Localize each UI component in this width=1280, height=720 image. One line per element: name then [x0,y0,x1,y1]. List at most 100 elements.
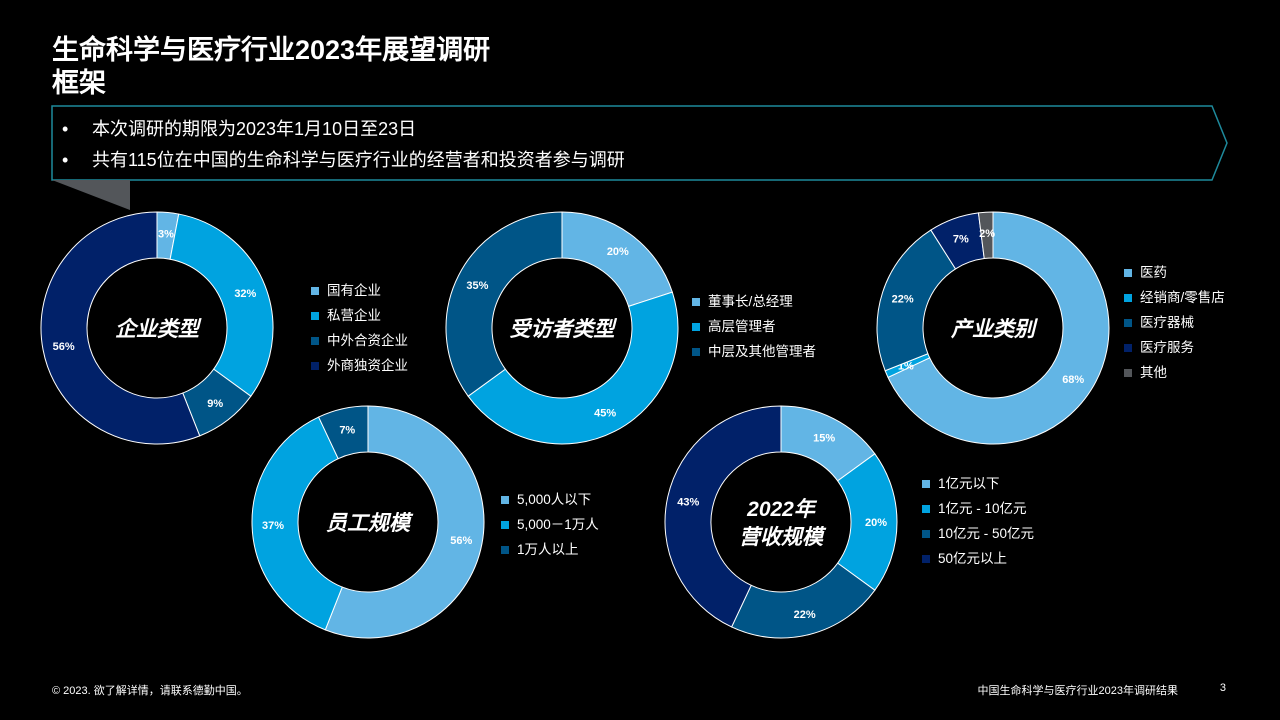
legend-label: 5,000人以下 [517,492,592,507]
legend-swatch [311,311,319,320]
donut-slice [467,291,679,445]
slice-value-label: 37% [262,520,284,532]
legend-item: 医疗服务 [1124,335,1225,360]
legend-swatch [501,495,509,504]
slice-value-label: 56% [53,341,75,353]
legend-swatch [922,554,930,563]
slice-value-label: 20% [865,517,887,529]
legend-swatch [692,347,700,356]
chart-legend: 国有企业私营企业中外合资企业 外商独资企业 [311,278,408,378]
legend-item: 医疗器械 [1124,310,1225,335]
legend-label: 50亿元以上 [938,551,1008,566]
legend-label: 其他 [1140,365,1167,380]
slice-value-label: 20% [607,246,629,258]
legend-swatch [311,286,319,295]
title-line-2: 框架 [52,68,106,98]
legend-item: 国有企业 [311,278,408,303]
donut-center-title: 2022年 [746,497,818,521]
legend-item: 10亿元 - 50亿元 [922,521,1034,546]
donut-slice [169,213,274,397]
title-line-1: 生命科学与医疗行业2023年展望调研 [52,35,491,65]
legend-swatch [922,529,930,538]
donut-center-title: 受访者类型 [510,317,618,341]
donut-chart: 56% 37% 7% 员工规模 [251,405,485,639]
page-title: 生命科学与医疗行业2023年展望调研 框架 [52,34,490,100]
legend-swatch [1124,318,1132,327]
footer-report-title: 中国生命科学与医疗行业2023年调研结果 [977,685,1178,697]
bullet-list: 本次调研的期限为2023年1月10日至23日 共有115位在中国的生命科学与医疗… [62,114,625,176]
legend-item: 50亿元以上 [922,546,1034,571]
legend-label: 10亿元 - 50亿元 [938,526,1035,541]
donut-slice [251,416,343,631]
donut-center-title: 产业类别 [950,317,1038,341]
slice-value-label: 7% [339,424,355,436]
legend-label: 高层管理者 [708,319,776,334]
chart-legend: 5,000人以下 5,000－1万人 1万人以上 [501,487,599,562]
page-number: 3 [1219,682,1226,694]
legend-swatch [501,545,509,554]
bullet-item: 共有115位在中国的生命科学与医疗行业的经营者和投资者参与调研 [62,145,625,176]
legend-item: 中外合资企业 [311,328,408,353]
legend-swatch [922,479,930,488]
legend-label: 医药 [1140,265,1167,280]
donut-center-title: 企业类型 [115,317,202,341]
bullet-item: 本次调研的期限为2023年1月10日至23日 [62,114,625,145]
donut-slice [561,211,673,307]
slice-value-label: 22% [794,609,816,621]
legend-item: 私营企业 [311,303,408,328]
legend-swatch [922,504,930,513]
slice-value-label: 7% [953,234,969,246]
chart-legend: 医药经销商/零售店 医疗器械医疗服务其他 [1124,260,1225,385]
donut-slice [887,211,1110,445]
donut-slice [730,562,876,639]
legend-item: 董事长/总经理 [692,289,816,314]
legend-item: 1亿元 - 10亿元 [922,496,1034,521]
footer-copyright: © 2023. 欲了解详情，请联系德勤中国。 [52,685,248,697]
chart-legend: 董事长/总经理 高层管理者 中层及其他管理者 [692,289,816,364]
legend-swatch [501,520,509,529]
slice-value-label: 68% [1062,374,1084,386]
legend-item: 经销商/零售店 [1124,285,1225,310]
legend-swatch [1124,343,1132,352]
legend-label: 经销商/零售店 [1140,290,1225,305]
legend-swatch [1124,268,1132,277]
donut-slice [324,405,485,639]
slice-value-label: 45% [594,408,616,420]
donut-slice [40,211,201,445]
legend-item: 外商独资企业 [311,353,408,378]
legend-item: 其他 [1124,360,1225,385]
slice-value-label: 15% [813,432,835,444]
legend-label: 医疗服务 [1140,340,1194,355]
legend-label: 5,000－1万人 [517,517,599,532]
slice-value-label: 9% [207,398,223,410]
slice-value-label: 56% [450,535,472,547]
legend-item: 医药 [1124,260,1225,285]
legend-label: 中外合资企业 [327,333,408,348]
legend-item: 1万人以上 [501,537,599,562]
legend-swatch [692,297,700,306]
legend-item: 高层管理者 [692,314,816,339]
legend-label: 1万人以上 [517,542,579,557]
donut-center-title: 营收规模 [739,525,827,549]
donut-chart: 68%1%22%7% 2%产业类别 [876,211,1110,445]
slice-value-label: 32% [234,288,256,300]
legend-label: 国有企业 [327,283,381,298]
legend-swatch [311,336,319,345]
legend-label: 私营企业 [327,308,381,323]
legend-label: 医疗器械 [1140,315,1194,330]
slice-value-label: 22% [892,294,914,306]
legend-label: 1亿元 - 10亿元 [938,501,1027,516]
slice-value-label: 2% [979,228,995,240]
donut-chart: 20% 45% 35% 受访者类型 [445,211,679,445]
slice-value-label: 43% [677,496,699,508]
legend-label: 董事长/总经理 [708,294,793,309]
legend-swatch [1124,368,1132,377]
legend-item: 5,000人以下 [501,487,599,512]
legend-label: 外商独资企业 [327,358,408,373]
donut-slice [664,405,782,628]
legend-swatch [1124,293,1132,302]
donut-chart: 3% 32% 9% 56% 企业类型 [40,211,274,445]
donut-slice [445,211,563,397]
